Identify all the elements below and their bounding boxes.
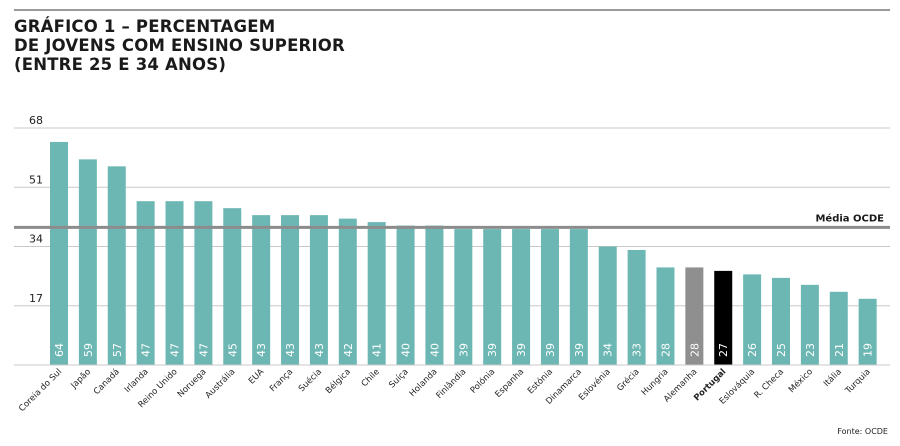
x-tick-label: Japão: [69, 367, 93, 391]
data-label: 47: [169, 343, 182, 357]
data-label: 43: [284, 343, 297, 357]
y-tick-label: 51: [29, 173, 43, 186]
x-tick-label: Bélgica: [323, 366, 353, 396]
bar: [107, 166, 126, 365]
data-label: 43: [255, 343, 268, 357]
data-label: 41: [371, 343, 384, 357]
data-label: 23: [804, 343, 817, 357]
bar: [512, 229, 531, 365]
bar: [540, 229, 559, 365]
y-tick-label: 68: [29, 114, 43, 127]
data-label: 59: [82, 343, 95, 357]
x-tick-label: Itália: [822, 367, 844, 389]
title-line-3: (ENTRE 25 E 34 ANOS): [14, 55, 227, 74]
x-tick-label: Suíça: [387, 367, 410, 390]
bar: [136, 201, 155, 365]
data-label: 39: [486, 343, 499, 357]
bar: [78, 159, 97, 365]
data-label: 40: [400, 343, 413, 357]
x-tick-label: EUA: [247, 367, 267, 387]
x-tick-label: Austrália: [204, 367, 238, 401]
title-line-2: DE JOVENS COM ENSINO SUPERIOR: [14, 36, 345, 55]
x-tick-label: Coreia do Sul: [17, 367, 64, 414]
data-label: 43: [313, 343, 326, 357]
data-label: 33: [631, 343, 644, 357]
x-tick-label: México: [786, 366, 815, 395]
bar: [425, 225, 444, 365]
x-tick-label: Polónia: [468, 366, 497, 395]
data-label: 28: [659, 343, 672, 357]
title-line-1: GRÁFICO 1 – PERCENTAGEM: [14, 17, 276, 36]
bar: [598, 246, 617, 365]
bar: [800, 284, 819, 365]
bar: [656, 267, 675, 365]
data-label: 19: [862, 343, 875, 357]
bar: [50, 141, 68, 365]
x-tick-label: Grécia: [615, 366, 642, 393]
x-tick-label: Turquia: [843, 367, 873, 397]
bar: [454, 229, 473, 365]
bar: [569, 229, 588, 365]
top-rule: [14, 9, 890, 11]
source-note: Fonte: OCDE: [837, 427, 888, 436]
data-label: 28: [688, 343, 701, 357]
data-label: 47: [197, 343, 210, 357]
data-label: 40: [428, 343, 441, 357]
bar: [772, 277, 790, 365]
x-tick-label: Chile: [360, 367, 382, 389]
data-label: 34: [602, 343, 615, 357]
data-label: 25: [775, 343, 788, 357]
bar: [396, 225, 415, 365]
x-tick-label: Irlanda: [123, 367, 151, 395]
data-label: 39: [515, 343, 528, 357]
x-tick-label: Canadá: [92, 367, 122, 397]
x-tick-label: Eslovénia: [576, 366, 612, 402]
bar: [309, 215, 328, 365]
bar: [829, 291, 848, 365]
x-tick-label: R. Checa: [753, 367, 787, 401]
bar: [367, 222, 386, 365]
bar: [743, 274, 762, 365]
x-tick-label: França: [268, 367, 295, 394]
bar: [685, 267, 704, 365]
bar: [223, 208, 242, 365]
bar: [483, 229, 502, 365]
data-label: 39: [573, 343, 586, 357]
y-tick-label: 17: [29, 292, 43, 305]
data-label: 57: [111, 343, 124, 357]
data-label: 39: [457, 343, 470, 357]
chart-title: GRÁFICO 1 – PERCENTAGEM DE JOVENS COM EN…: [14, 17, 345, 74]
average-label: Média OCDE: [815, 212, 884, 224]
data-label: 21: [833, 343, 846, 357]
bar: [165, 201, 184, 365]
bar: [252, 215, 271, 365]
bar: [858, 298, 877, 365]
bar: [281, 215, 300, 365]
data-label: 39: [544, 343, 557, 357]
data-label: 64: [53, 343, 66, 357]
bar: [627, 249, 646, 365]
y-tick-label: 34: [29, 233, 43, 246]
data-label: 42: [342, 343, 355, 357]
x-tick-label: Suécia: [296, 366, 324, 394]
data-label: 26: [746, 343, 759, 357]
x-tick-label: Estónia: [525, 366, 555, 396]
data-label: 45: [226, 343, 239, 357]
x-tick-label: Finlândia: [435, 367, 469, 401]
data-label: 47: [140, 343, 153, 357]
bar: [714, 270, 733, 365]
x-tick-label: Espanha: [493, 367, 526, 400]
bar: [194, 201, 213, 365]
data-label: 27: [717, 343, 730, 357]
bar: [338, 218, 357, 365]
